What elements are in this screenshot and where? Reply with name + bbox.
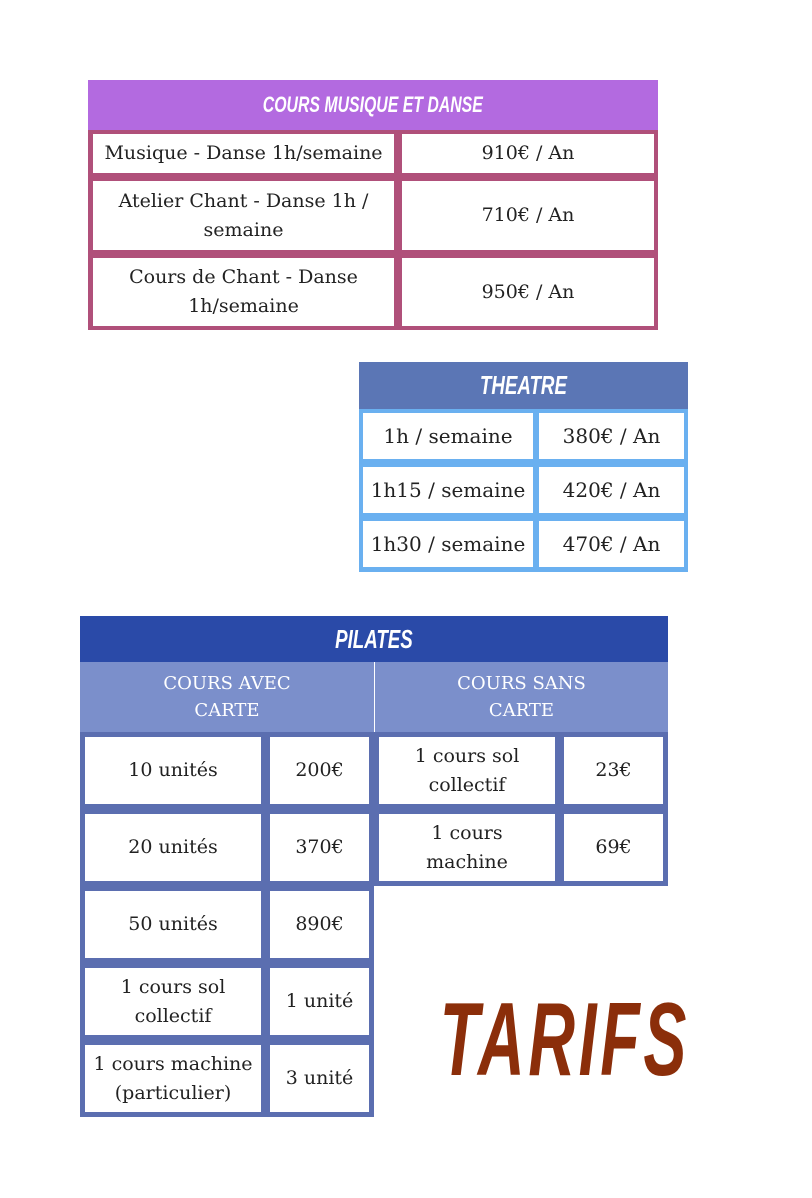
pilates-without-card-header: COURS SANS CARTE: [375, 662, 668, 732]
theatre-row-2-label: 1h15 / semaine: [363, 467, 533, 513]
nocard-row-2-label: 1 cours machine: [379, 814, 555, 881]
music-table: COURS MUSIQUE ET DANSE Musique - Danse 1…: [88, 80, 658, 330]
nocard-row-1-label: 1 cours sol collectif: [379, 737, 555, 804]
card-row-1-price: 200€: [270, 737, 369, 804]
music-row-2-label: Atelier Chant - Danse 1h / semaine: [93, 181, 394, 250]
music-row-1-price: 910€ / An: [402, 134, 654, 173]
tarifs-title: TARIFS: [439, 982, 691, 1098]
card-row-2-price: 370€: [270, 814, 369, 881]
card-row-1-label: 10 unités: [85, 737, 261, 804]
music-row-3-label: Cours de Chant - Danse 1h/semaine: [93, 258, 394, 326]
pilates-card-table: 10 unités 200€ 20 unités 370€ 50 unités …: [80, 732, 374, 1117]
theatre-row-3-label: 1h30 / semaine: [363, 521, 533, 567]
card-row-3-price: 890€: [270, 891, 369, 958]
theatre-row-1-label: 1h / semaine: [363, 413, 533, 459]
card-row-3-label: 50 unités: [85, 891, 261, 958]
pilates-table-title: PILATES: [80, 616, 668, 662]
card-row-5-price: 3 unité: [270, 1045, 369, 1112]
card-row-2-label: 20 unités: [85, 814, 261, 881]
theatre-row-1-price: 380€ / An: [539, 413, 684, 459]
music-table-title: COURS MUSIQUE ET DANSE: [88, 80, 658, 130]
theatre-table: THEATRE 1h / semaine 380€ / An 1h15 / se…: [359, 362, 688, 572]
nocard-row-1-price: 23€: [564, 737, 663, 804]
card-row-4-label: 1 cours sol collectif: [85, 968, 261, 1035]
music-row-1-label: Musique - Danse 1h/semaine: [93, 134, 394, 173]
theatre-row-3-price: 470€ / An: [539, 521, 684, 567]
card-row-4-price: 1 unité: [270, 968, 369, 1035]
music-row-2-price: 710€ / An: [402, 181, 654, 250]
theatre-row-2-price: 420€ / An: [539, 467, 684, 513]
card-row-5-label: 1 cours machine (particulier): [85, 1045, 261, 1112]
music-row-3-price: 950€ / An: [402, 258, 654, 326]
nocard-row-2-price: 69€: [564, 814, 663, 881]
pilates-with-card-header: COURS AVEC CARTE: [80, 662, 374, 732]
pilates-nocard-table: 1 cours sol collectif 23€ 1 cours machin…: [374, 732, 668, 886]
theatre-table-title: THEATRE: [359, 362, 688, 409]
